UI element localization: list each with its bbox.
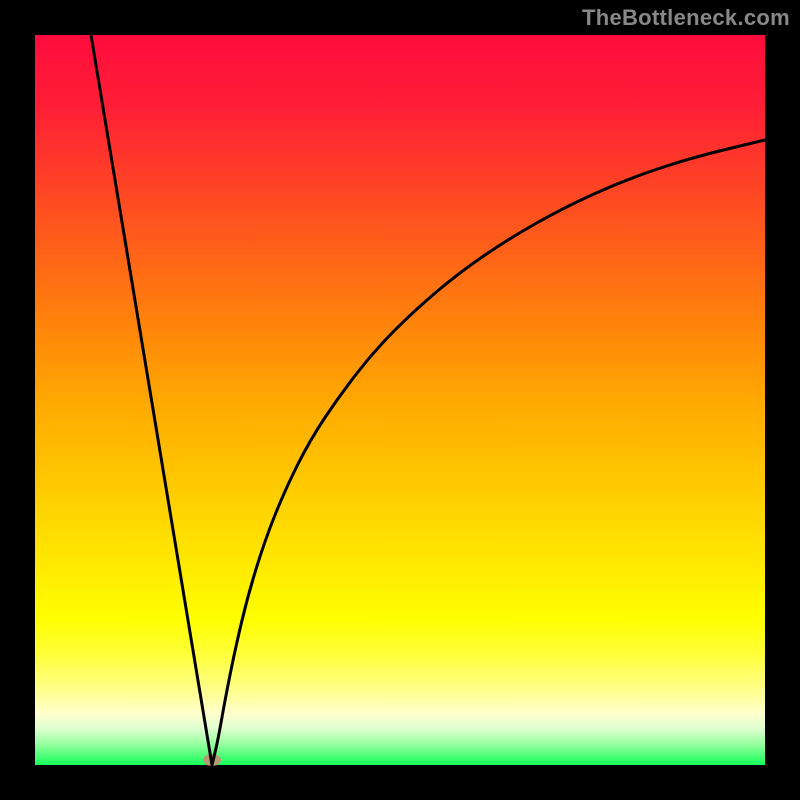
watermark-text: TheBottleneck.com	[582, 5, 790, 31]
chart-container: TheBottleneck.com	[0, 0, 800, 800]
bottleneck-curve-chart	[0, 0, 800, 800]
plot-background	[35, 35, 765, 765]
